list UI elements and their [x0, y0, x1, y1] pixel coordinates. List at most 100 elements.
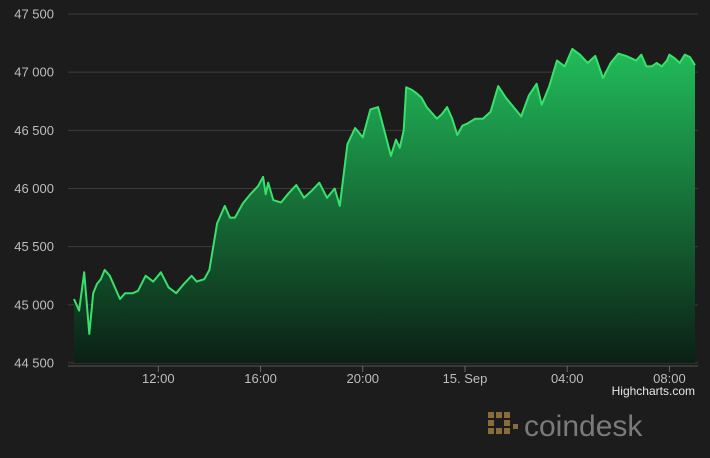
- data-point[interactable]: [503, 95, 508, 100]
- data-point[interactable]: [166, 285, 171, 290]
- data-point[interactable]: [465, 121, 470, 126]
- data-point[interactable]: [271, 198, 276, 203]
- data-point[interactable]: [578, 52, 583, 57]
- data-point[interactable]: [593, 53, 598, 58]
- data-point[interactable]: [143, 273, 148, 278]
- data-point[interactable]: [519, 114, 524, 119]
- data-point[interactable]: [345, 142, 350, 147]
- data-point[interactable]: [644, 64, 649, 69]
- data-point[interactable]: [555, 58, 560, 63]
- data-point[interactable]: [511, 105, 516, 110]
- data-point[interactable]: [248, 192, 253, 197]
- data-point[interactable]: [608, 60, 613, 65]
- data-point[interactable]: [664, 58, 669, 63]
- data-point[interactable]: [677, 60, 682, 65]
- data-point[interactable]: [202, 277, 207, 282]
- data-point[interactable]: [376, 105, 381, 110]
- data-point[interactable]: [360, 135, 365, 140]
- data-point[interactable]: [473, 116, 478, 121]
- data-point[interactable]: [496, 84, 501, 89]
- data-point[interactable]: [634, 58, 639, 63]
- data-point[interactable]: [570, 46, 575, 51]
- data-point[interactable]: [263, 192, 268, 197]
- data-point[interactable]: [440, 112, 445, 117]
- data-point[interactable]: [317, 180, 322, 185]
- data-point[interactable]: [158, 270, 163, 275]
- data-point[interactable]: [616, 51, 621, 56]
- data-point[interactable]: [112, 285, 117, 290]
- data-point[interactable]: [98, 277, 103, 282]
- data-point[interactable]: [429, 110, 434, 115]
- data-point[interactable]: [256, 184, 261, 189]
- data-point[interactable]: [450, 116, 455, 121]
- data-point[interactable]: [91, 291, 96, 296]
- data-point[interactable]: [409, 87, 414, 92]
- data-point[interactable]: [151, 279, 156, 284]
- data-point[interactable]: [414, 91, 419, 96]
- data-point[interactable]: [266, 180, 271, 185]
- data-point[interactable]: [279, 200, 284, 205]
- data-point[interactable]: [261, 174, 266, 179]
- data-point[interactable]: [534, 81, 539, 86]
- data-point[interactable]: [419, 95, 424, 100]
- data-point[interactable]: [526, 93, 531, 98]
- data-point[interactable]: [309, 188, 314, 193]
- data-point[interactable]: [659, 64, 664, 69]
- data-point[interactable]: [383, 134, 388, 139]
- data-point[interactable]: [123, 291, 128, 296]
- data-point[interactable]: [672, 56, 677, 61]
- data-point[interactable]: [480, 116, 485, 121]
- data-point[interactable]: [401, 128, 406, 133]
- data-point[interactable]: [215, 221, 220, 226]
- data-point[interactable]: [77, 308, 82, 313]
- data-point[interactable]: [539, 102, 544, 107]
- data-point[interactable]: [639, 52, 644, 57]
- data-point[interactable]: [240, 201, 245, 206]
- data-point[interactable]: [445, 105, 450, 110]
- data-point[interactable]: [547, 84, 552, 89]
- data-point[interactable]: [325, 195, 330, 200]
- data-point[interactable]: [107, 273, 112, 278]
- data-point[interactable]: [72, 297, 77, 302]
- data-point[interactable]: [222, 203, 227, 208]
- data-point[interactable]: [135, 288, 140, 293]
- data-point[interactable]: [424, 105, 429, 110]
- data-point[interactable]: [337, 203, 342, 208]
- data-point[interactable]: [189, 273, 194, 278]
- data-point[interactable]: [682, 52, 687, 57]
- data-point[interactable]: [130, 291, 135, 296]
- data-point[interactable]: [601, 76, 606, 81]
- data-point[interactable]: [455, 133, 460, 138]
- data-point[interactable]: [181, 281, 186, 286]
- data-point[interactable]: [397, 145, 402, 150]
- data-point[interactable]: [227, 215, 232, 220]
- data-point[interactable]: [687, 55, 692, 60]
- data-point[interactable]: [174, 291, 179, 296]
- data-point[interactable]: [434, 116, 439, 121]
- data-point[interactable]: [649, 64, 654, 69]
- data-point[interactable]: [667, 52, 672, 57]
- data-point[interactable]: [302, 195, 307, 200]
- credits-link[interactable]: Highcharts.com: [612, 384, 695, 398]
- data-point[interactable]: [82, 270, 87, 275]
- data-point[interactable]: [118, 297, 123, 302]
- data-point[interactable]: [332, 186, 337, 191]
- data-point[interactable]: [488, 109, 493, 114]
- data-point[interactable]: [388, 153, 393, 158]
- data-point[interactable]: [654, 60, 659, 65]
- data-point[interactable]: [394, 137, 399, 142]
- data-point[interactable]: [460, 123, 465, 128]
- data-point[interactable]: [368, 107, 373, 112]
- data-point[interactable]: [404, 85, 409, 90]
- data-point[interactable]: [194, 279, 199, 284]
- data-point[interactable]: [286, 191, 291, 196]
- data-point[interactable]: [95, 281, 100, 286]
- data-point[interactable]: [233, 215, 238, 220]
- data-point[interactable]: [585, 60, 590, 65]
- data-point[interactable]: [624, 53, 629, 58]
- data-point[interactable]: [353, 126, 358, 131]
- data-point[interactable]: [294, 183, 299, 188]
- data-point[interactable]: [102, 267, 107, 272]
- data-point[interactable]: [87, 331, 92, 336]
- data-point[interactable]: [693, 63, 698, 68]
